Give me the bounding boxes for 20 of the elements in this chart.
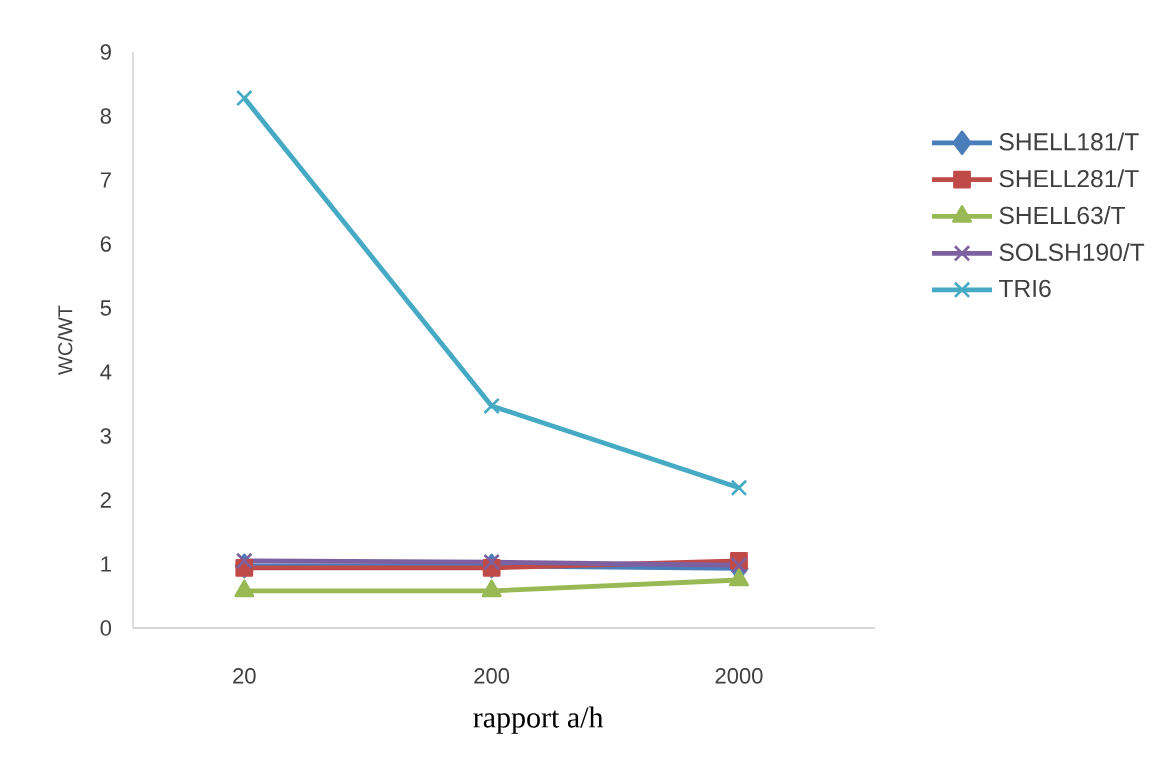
x-tick-label: 200 [474, 668, 510, 684]
legend-label: TRI6 [999, 279, 1051, 298]
x-tick-label: 20 [233, 668, 256, 684]
legend-label: SHELL63/T [999, 206, 1126, 225]
legend-label: SOLSH190/T [999, 242, 1145, 261]
y-tick-label: 2 [100, 492, 111, 508]
y-axis-title: WC/WT [57, 305, 73, 375]
y-tick-label: 0 [100, 620, 112, 636]
y-tick-label: 5 [100, 300, 111, 316]
legend-label: SHELL181/T [999, 132, 1139, 151]
y-tick-label: 9 [100, 44, 111, 60]
y-tick-label: 1 [101, 556, 111, 572]
x-tick-label: 2000 [715, 668, 763, 684]
y-tick-label: 4 [100, 364, 112, 380]
x-axis-title: rapport a/h [473, 706, 604, 734]
legend-label: SHELL281/T [999, 169, 1139, 188]
y-tick-label: 6 [100, 236, 111, 252]
y-tick-label: 3 [100, 428, 111, 444]
y-tick-label: 8 [100, 108, 111, 124]
y-tick-label: 7 [100, 172, 111, 188]
